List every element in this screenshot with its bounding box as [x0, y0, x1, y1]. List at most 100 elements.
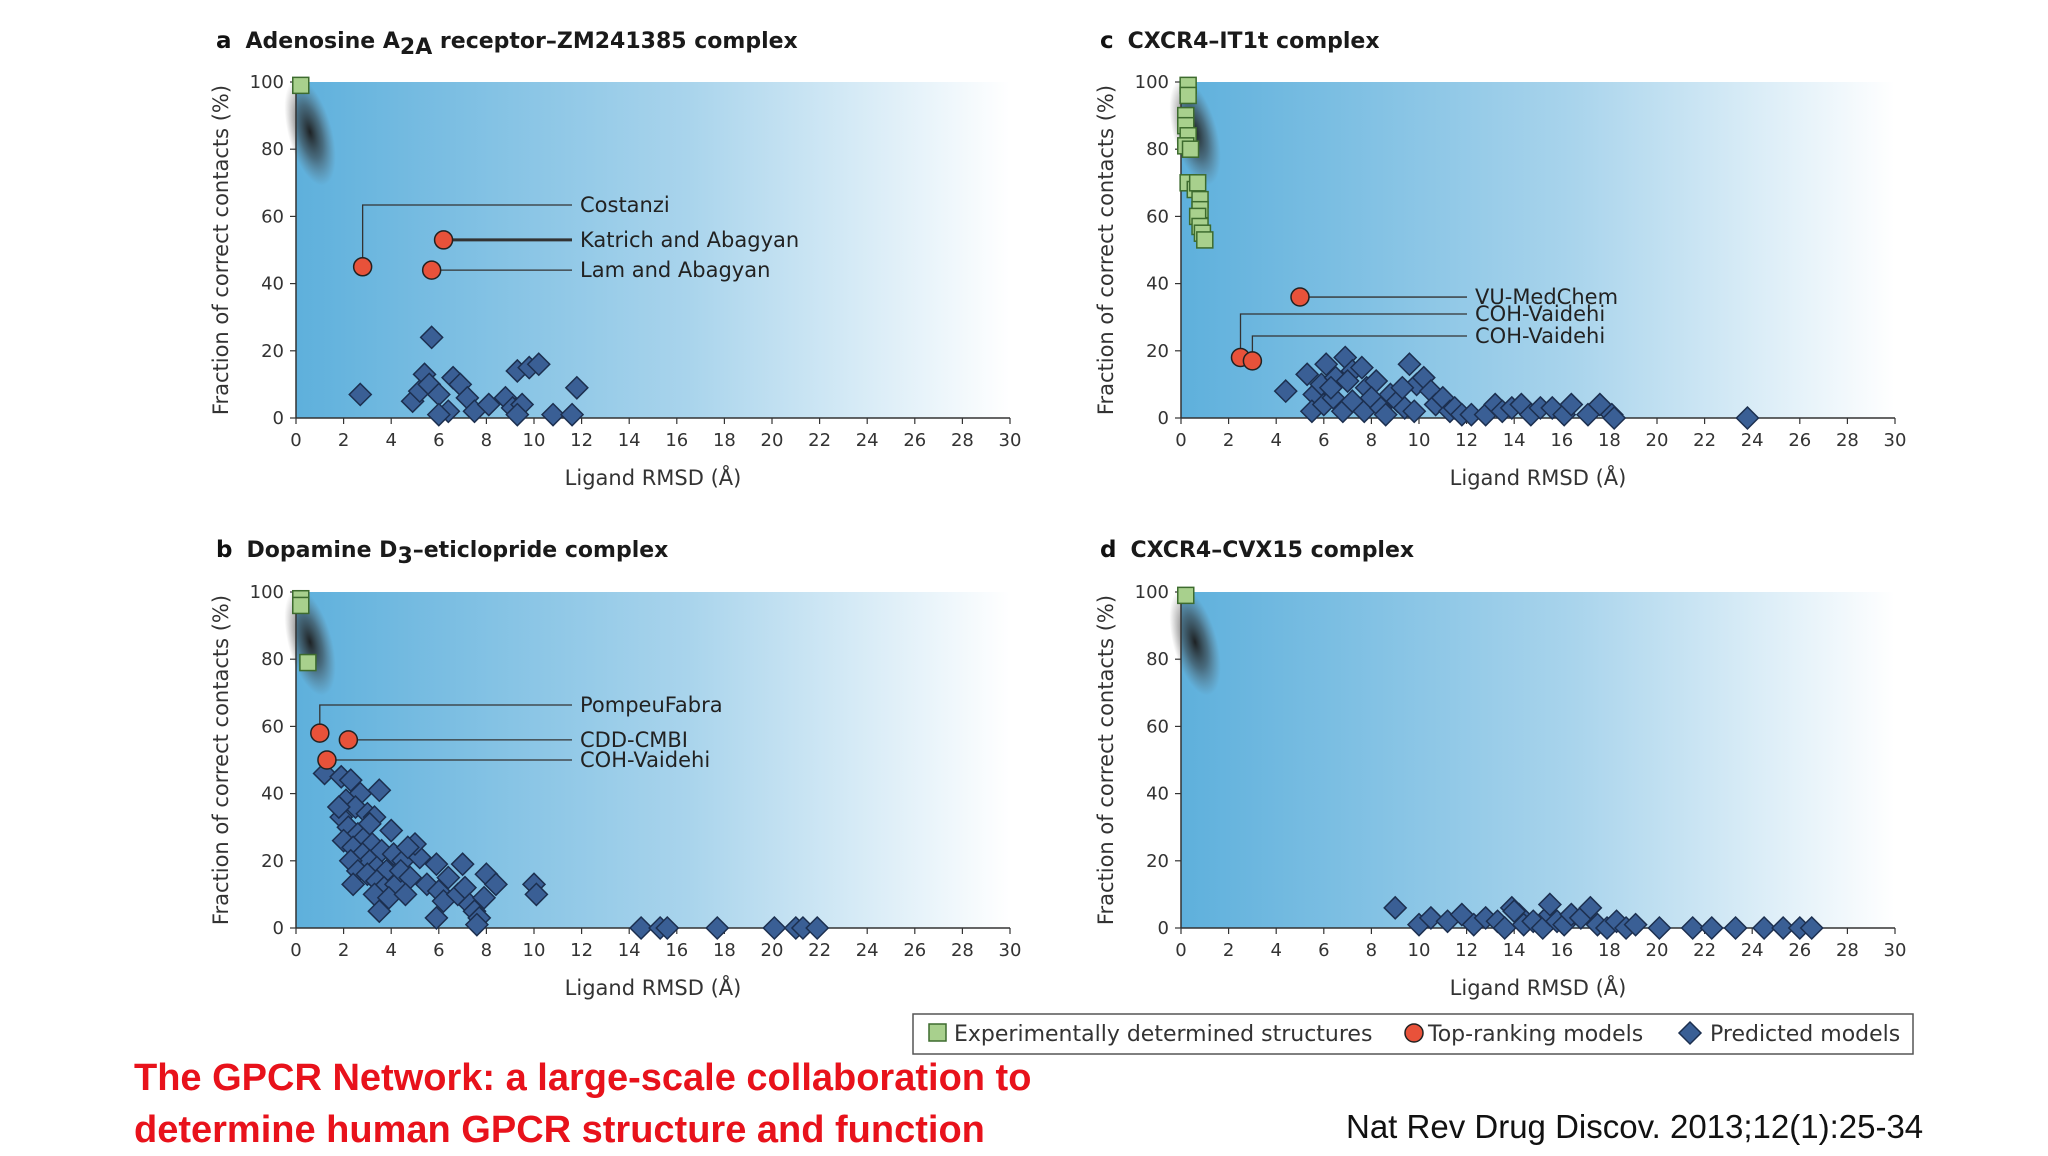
x-tick-label: 6 — [1318, 940, 1329, 961]
predicted-point — [1295, 362, 1320, 387]
predicted-point — [471, 885, 497, 910]
y-tick-label: 60 — [261, 206, 284, 227]
x-tick-label: 10 — [523, 940, 546, 961]
panel-title: c CXCR4–IT1t complex — [1100, 28, 1380, 54]
legend-top-ranking-label: Top-ranking models — [1427, 1022, 1643, 1047]
x-tick-label: 26 — [903, 940, 926, 961]
slide-title-line-2: determine human GPCR structure and funct… — [134, 1109, 985, 1151]
panel-title-subscript: 2A — [400, 35, 432, 60]
y-axis-label: Fraction of correct contacts (%) — [209, 595, 233, 925]
x-tick-label: 22 — [1693, 940, 1716, 961]
predicted-point — [1349, 355, 1374, 380]
panel-title-subscript: 3 — [397, 544, 412, 569]
y-tick-label: 60 — [1146, 716, 1169, 737]
predicted-point — [1799, 915, 1824, 941]
x-tick-label: 24 — [1741, 430, 1764, 451]
predicted-point — [1699, 915, 1724, 941]
x-tick-label: 20 — [761, 430, 784, 451]
predicted-point — [762, 915, 787, 941]
citation: Nat Rev Drug Discov. 2013;12(1):25-34 — [1346, 1108, 1924, 1145]
x-tick-label: 10 — [1408, 940, 1431, 961]
x-tick-label: 16 — [665, 940, 688, 961]
predicted-point — [1383, 895, 1408, 920]
predicted-point — [564, 375, 589, 400]
density-smudge — [284, 588, 336, 696]
x-tick-label: 14 — [618, 430, 641, 451]
panels-container: a Adenosine A2A receptor–ZM241385 comple… — [209, 28, 1906, 1000]
panel-title: a Adenosine A2A receptor–ZM241385 comple… — [216, 28, 798, 60]
plot-area — [1181, 82, 1895, 418]
y-tick-label: 0 — [1158, 918, 1169, 939]
plot-area — [1181, 592, 1895, 928]
predicted-point — [357, 811, 382, 836]
y-tick-label: 60 — [1146, 206, 1169, 227]
top-ranking-point — [421, 260, 442, 280]
panel-title-suffix: receptor–ZM241385 complex — [432, 29, 797, 54]
x-tick-label: 2 — [338, 430, 349, 451]
predicted-point — [424, 852, 449, 877]
x-tick-label: 28 — [951, 430, 974, 451]
predicted-point — [426, 402, 451, 427]
annotation-label: PompeuFabra — [580, 693, 723, 717]
predicted-point — [1559, 392, 1584, 417]
x-tick-label: 4 — [385, 940, 396, 961]
annotation-label: Costanzi — [580, 193, 670, 217]
predicted-point — [367, 778, 392, 803]
y-tick-label: 40 — [1146, 274, 1169, 295]
predicted-point — [395, 835, 420, 860]
x-tick-label: 30 — [999, 430, 1022, 451]
annotation-leader — [1239, 313, 1467, 349]
y-tick-label: 20 — [261, 341, 284, 362]
predicted-point — [450, 852, 475, 877]
legend: Experimentally determined structures Top… — [912, 1013, 1914, 1055]
x-tick-label: 28 — [1836, 430, 1859, 451]
x-tick-label: 10 — [1408, 430, 1431, 451]
top-ranking-point — [352, 257, 373, 277]
top-ranking-point — [317, 750, 337, 770]
predicted-point — [393, 882, 418, 907]
plot-area — [296, 82, 1010, 418]
x-tick-label: 20 — [761, 940, 784, 961]
panel-title-text: Dopamine D — [246, 538, 397, 563]
predicted-point — [379, 818, 404, 843]
predicted-point — [464, 912, 489, 937]
x-tick-label: 10 — [523, 430, 546, 451]
x-tick-label: 30 — [1884, 940, 1907, 961]
legend-experimental-label: Experimentally determined structures — [954, 1022, 1372, 1047]
predicted-point — [419, 325, 444, 350]
predicted-point — [1537, 892, 1562, 917]
predicted-point — [1402, 399, 1427, 424]
y-axis-label: Fraction of correct contacts (%) — [209, 85, 233, 415]
y-tick-label: 80 — [261, 139, 284, 160]
x-tick-label: 8 — [1366, 430, 1377, 451]
predicted-point — [476, 392, 501, 417]
x-tick-label: 8 — [481, 940, 492, 961]
panel-title: d CXCR4–CVX15 complex — [1100, 537, 1414, 563]
x-tick-label: 24 — [856, 940, 879, 961]
panel-a: a Adenosine A2A receptor–ZM241385 comple… — [209, 28, 1021, 490]
annotation-label: CDD-CMBI — [580, 728, 688, 752]
panel-letter: d — [1100, 537, 1124, 563]
predicted-point — [526, 352, 551, 377]
experimental-point — [1181, 140, 1200, 158]
annotation-label: COH-Vaidehi — [1475, 324, 1605, 348]
x-tick-label: 14 — [1503, 940, 1526, 961]
predicted-point — [483, 872, 508, 897]
predicted-point — [629, 915, 654, 941]
predicted-point — [560, 402, 585, 427]
experimental-point — [1196, 231, 1214, 249]
y-tick-label: 0 — [1158, 408, 1169, 429]
predicted-point — [805, 915, 830, 941]
x-tick-label: 12 — [570, 430, 593, 451]
y-tick-label: 0 — [273, 918, 284, 939]
predicted-point — [436, 865, 461, 890]
y-tick-label: 80 — [1146, 649, 1169, 670]
top-ranking-point — [1242, 351, 1263, 371]
experimental-point — [1177, 586, 1195, 605]
x-tick-label: 2 — [338, 940, 349, 961]
x-axis-label: Ligand RMSD (Å) — [565, 974, 742, 1000]
y-tick-label: 0 — [273, 408, 284, 429]
legend-top-ranking-marker — [1404, 1023, 1424, 1043]
x-tick-label: 4 — [1270, 940, 1281, 961]
